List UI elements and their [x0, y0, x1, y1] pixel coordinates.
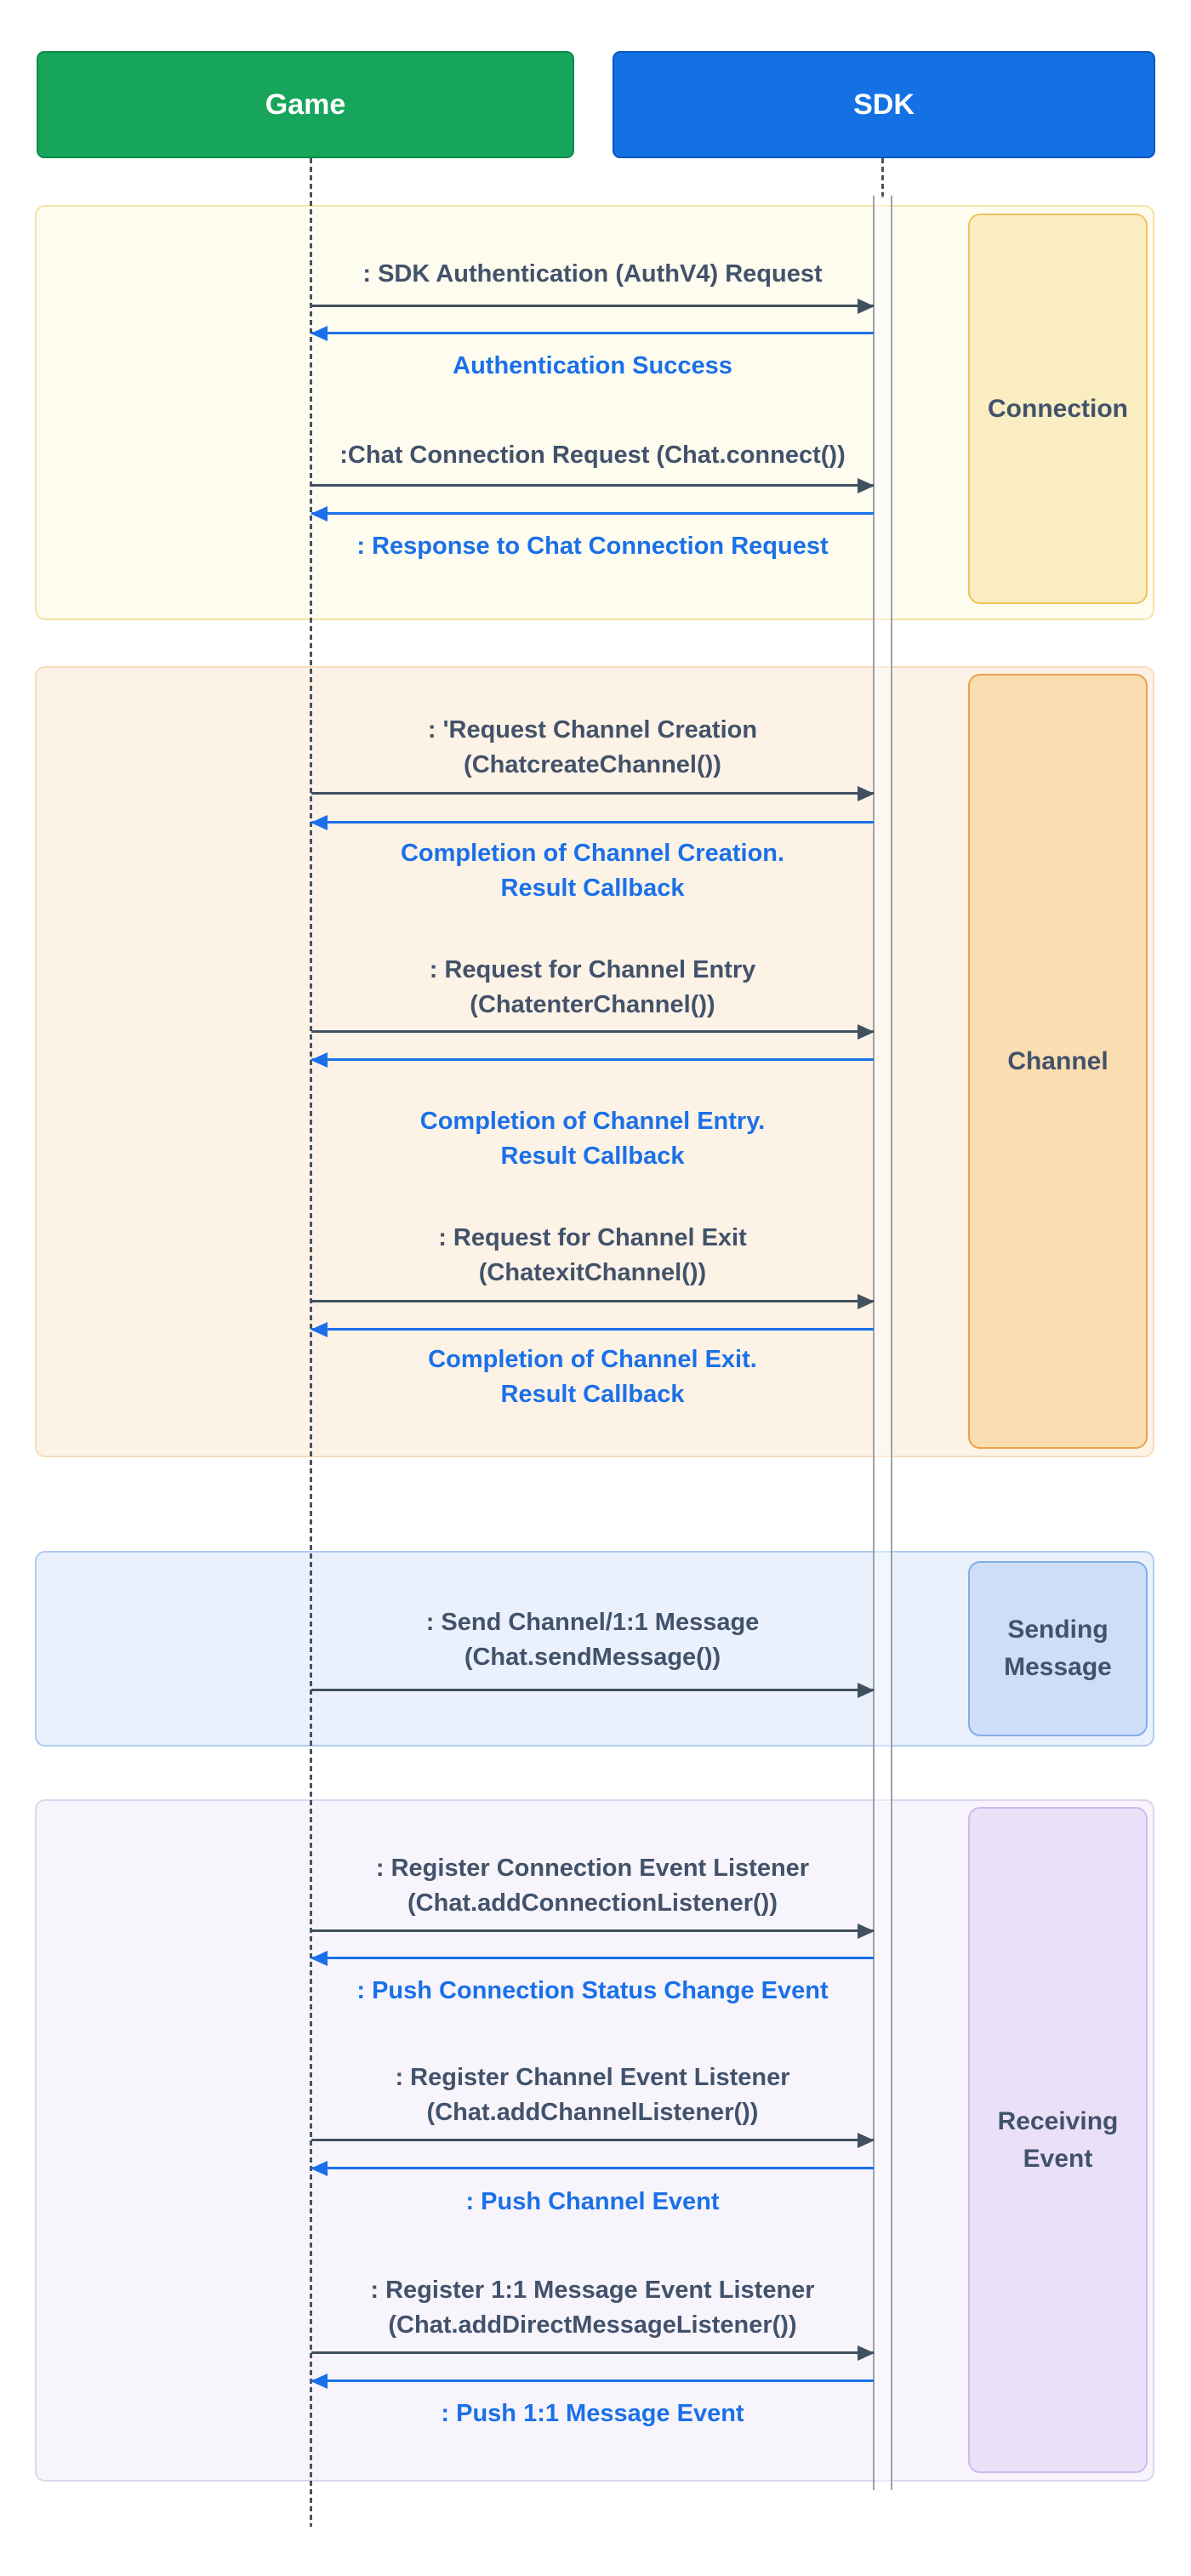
message-label: : Request for Channel Entry (ChatenterCh…: [311, 953, 874, 1023]
request-arrow-icon: [311, 2139, 874, 2141]
message-label: : Register Connection Event Listener (Ch…: [311, 1851, 874, 1921]
message-line: (Chat.addDirectMessageListener()): [388, 2311, 797, 2339]
section-connection: [35, 205, 1154, 620]
request-arrow-icon: [311, 1689, 874, 1691]
message-line: : Register Channel Event Listener: [395, 2064, 790, 2091]
section-label-sending-message: Sending Message: [968, 1561, 1148, 1736]
message-line: : Request for Channel Entry: [429, 956, 756, 983]
message-line: :Chat Connection Request (Chat.connect()…: [339, 442, 846, 469]
message-label: Authentication Success: [311, 349, 874, 384]
message-line: Completion of Channel Exit.: [428, 1346, 757, 1373]
game-lifeline: [310, 158, 312, 2527]
message-label: : SDK Authentication (AuthV4) Request: [311, 257, 874, 292]
message-line: (Chat.addChannelListener()): [426, 2099, 759, 2126]
message-line: : Request for Channel Exit: [438, 1224, 747, 1251]
message-label: :Chat Connection Request (Chat.connect()…: [311, 438, 874, 473]
actor-sdk: SDK: [613, 51, 1155, 158]
message-label: : Request for Channel Exit (ChatexitChan…: [311, 1221, 874, 1291]
response-arrow-icon: [311, 2379, 874, 2382]
message-label: : 'Request Channel Creation (ChatcreateC…: [311, 713, 874, 783]
message-label: : Register 1:1 Message Event Listener (C…: [311, 2273, 874, 2343]
message-line: Authentication Success: [453, 352, 732, 379]
request-arrow-icon: [311, 1030, 874, 1033]
actor-game: Game: [37, 51, 574, 158]
message-line: (ChatexitChannel()): [478, 1259, 707, 1286]
response-arrow-icon: [311, 1957, 874, 1959]
actor-sdk-label: SDK: [853, 88, 915, 121]
message-label: : Push Connection Status Change Event: [311, 1974, 874, 2009]
response-arrow-icon: [311, 2167, 874, 2169]
response-arrow-icon: [311, 512, 874, 515]
section-label-line: Channel: [1007, 1046, 1108, 1075]
message-label: : Push Channel Event: [311, 2185, 874, 2220]
section-label-line: Message: [1004, 1653, 1112, 1681]
message-line: (Chat.addConnectionListener()): [407, 1889, 778, 1917]
message-label: Completion of Channel Creation. Result C…: [311, 836, 874, 906]
message-line: : SDK Authentication (AuthV4) Request: [362, 260, 823, 288]
sdk-lifeline: [881, 158, 884, 197]
request-arrow-icon: [311, 305, 874, 307]
section-label-line: Sending: [1007, 1616, 1108, 1644]
section-label-connection: Connection: [968, 214, 1148, 604]
request-arrow-icon: [311, 484, 874, 487]
message-label: Completion of Channel Exit. Result Callb…: [311, 1342, 874, 1412]
section-label-line: Event: [1023, 2144, 1093, 2173]
message-line: : Push 1:1 Message Event: [441, 2400, 744, 2427]
message-line: Result Callback: [500, 1381, 685, 1408]
message-line: : Register 1:1 Message Event Listener: [370, 2277, 815, 2304]
section-sending-message: [35, 1551, 1154, 1747]
message-label: : Register Channel Event Listener (Chat.…: [311, 2060, 874, 2130]
message-line: Result Callback: [500, 875, 685, 902]
response-arrow-icon: [311, 1058, 874, 1061]
message-line: : Send Channel/1:1 Message: [425, 1609, 760, 1636]
actor-game-label: Game: [265, 88, 346, 121]
message-line: : Response to Chat Connection Request: [356, 533, 829, 560]
request-arrow-icon: [311, 2351, 874, 2354]
message-line: : Push Channel Event: [465, 2188, 720, 2215]
response-arrow-icon: [311, 821, 874, 824]
message-label: Completion of Channel Entry. Result Call…: [311, 1104, 874, 1174]
message-line: (ChatenterChannel()): [470, 991, 715, 1018]
message-label: : Response to Chat Connection Request: [311, 529, 874, 564]
section-label-line: Connection: [988, 394, 1128, 423]
section-channel: [35, 666, 1154, 1457]
message-line: Result Callback: [500, 1143, 685, 1170]
response-arrow-icon: [311, 1328, 874, 1331]
message-line: (ChatcreateChannel()): [464, 751, 721, 778]
message-label: : Send Channel/1:1 Message (Chat.sendMes…: [311, 1605, 874, 1675]
message-line: : 'Request Channel Creation: [427, 716, 758, 744]
message-line: Completion of Channel Entry.: [419, 1108, 766, 1135]
request-arrow-icon: [311, 1300, 874, 1302]
sdk-activation-bar: [873, 196, 892, 2490]
message-label: : Push 1:1 Message Event: [311, 2396, 874, 2431]
message-line: : Register Connection Event Listener: [375, 1855, 810, 1882]
request-arrow-icon: [311, 1929, 874, 1932]
message-line: (Chat.sendMessage()): [464, 1644, 721, 1671]
section-label-channel: Channel: [968, 674, 1148, 1449]
response-arrow-icon: [311, 332, 874, 334]
request-arrow-icon: [311, 792, 874, 795]
message-line: Completion of Channel Creation.: [400, 840, 785, 867]
section-label-receiving-event: Receiving Event: [968, 1807, 1148, 2473]
message-line: : Push Connection Status Change Event: [356, 1977, 829, 2004]
section-label-line: Receiving: [997, 2106, 1119, 2135]
